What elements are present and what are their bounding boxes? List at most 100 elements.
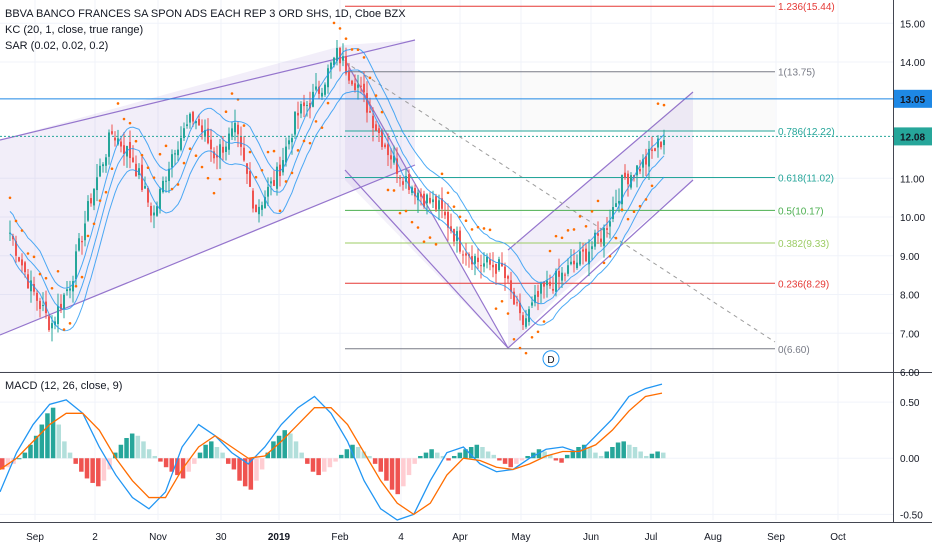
macd-histogram-bar — [197, 452, 203, 459]
sar-dot — [338, 27, 342, 30]
candle-body — [48, 316, 50, 331]
macd-histogram-bar — [401, 458, 406, 487]
candle-body — [192, 111, 194, 122]
candle-body — [273, 180, 275, 186]
dividend-marker-label: D — [547, 355, 554, 366]
macd-histogram-bar — [389, 458, 395, 490]
candle-body — [441, 198, 443, 209]
macd-histogram-bar — [288, 433, 293, 459]
sar-dot — [344, 37, 348, 40]
keltner-band — [9, 69, 665, 310]
macd-histogram-bar — [175, 458, 180, 476]
candle-body — [354, 83, 356, 91]
price-tick-label: 9.00 — [900, 252, 920, 263]
price-axis: 15.00 14.00 11.00 10.00 9.00 8.00 7.00 6.00 13.0… — [894, 19, 932, 379]
macd-histogram-bar — [440, 455, 446, 459]
sar-dot — [302, 139, 306, 143]
candle-body — [33, 284, 35, 292]
candle-body — [597, 233, 599, 236]
channel-fill-3 — [508, 92, 693, 348]
macd-histogram-bar — [542, 451, 547, 459]
candle-body — [498, 259, 500, 271]
candle-body — [249, 171, 251, 187]
parabolic-sar — [8, 21, 666, 355]
macd-histogram-bar — [209, 441, 214, 459]
candle-body — [351, 80, 353, 85]
candle-body — [630, 175, 632, 188]
macd-pane: 0.50 0.00 -0.50 — [0, 383, 923, 521]
sar-dot — [608, 254, 612, 258]
candle-body — [204, 130, 206, 136]
price-tick-label: 8.00 — [900, 291, 920, 302]
sar-dot — [536, 330, 540, 334]
candle-body — [339, 47, 341, 64]
macd-histogram-bar — [655, 451, 660, 459]
candle-body — [66, 289, 68, 292]
candle-body — [36, 292, 38, 301]
candle-body — [30, 280, 32, 292]
sar-dot — [626, 217, 630, 221]
macd-histogram-bar — [22, 452, 28, 459]
keltner-band — [9, 90, 665, 332]
price-tick-label: 10.00 — [900, 213, 925, 224]
candle-body — [15, 241, 17, 256]
sar-dot — [500, 299, 504, 303]
candle-body — [243, 147, 245, 161]
candle-body — [78, 238, 80, 251]
time-tick-label: Aug — [704, 532, 722, 543]
fib-zone — [345, 71, 775, 131]
candle-body — [201, 125, 203, 133]
candle-body — [252, 190, 254, 209]
macd-histogram-bar — [259, 458, 265, 470]
candle-body — [516, 302, 518, 304]
sar-dot — [266, 150, 270, 154]
macd-histogram-bar — [627, 444, 632, 459]
candle-body — [357, 84, 359, 88]
candle-body — [276, 166, 278, 189]
candle-body — [267, 186, 269, 197]
candle-body — [573, 260, 575, 265]
time-tick-label: Apr — [452, 532, 468, 543]
candle-body — [510, 280, 512, 292]
candle-body — [315, 86, 317, 90]
macd-histogram-bar — [587, 447, 593, 459]
candle-body — [390, 155, 392, 160]
candle-body — [231, 128, 233, 137]
sar-dot — [386, 188, 390, 192]
macd-histogram-bar — [33, 435, 39, 459]
candle-body — [582, 249, 584, 252]
macd-histogram-bar — [225, 458, 231, 464]
sar-dot — [164, 144, 168, 148]
candle-body — [660, 141, 662, 148]
sar-dot — [494, 307, 498, 310]
candle-body — [177, 149, 179, 156]
time-tick-label: Oct — [830, 532, 846, 543]
macd-histogram-bar — [519, 458, 525, 461]
sar-dot — [218, 177, 222, 181]
time-tick-label: 2 — [92, 532, 98, 543]
candle-body — [639, 168, 641, 172]
sar-dot — [362, 56, 366, 59]
sar-dot — [434, 243, 438, 246]
time-tick-label: Feb — [331, 532, 349, 543]
candle-body — [12, 235, 14, 240]
macd-histogram-bar — [67, 452, 73, 459]
candle-body — [492, 264, 494, 268]
macd-histogram-bar — [39, 424, 45, 459]
macd-histogram-bar — [429, 449, 434, 459]
sar-dot — [278, 209, 282, 213]
sar-dot — [548, 249, 552, 253]
candle-body — [570, 261, 572, 265]
sar-dot — [602, 261, 606, 265]
candle-body — [225, 146, 227, 152]
candle-body — [183, 128, 185, 138]
sar-dot — [482, 227, 486, 230]
candle-body — [297, 112, 299, 116]
macd-histogram-bar — [327, 458, 333, 468]
sar-dot — [122, 117, 126, 121]
candle-body — [504, 266, 506, 279]
macd-histogram-bar — [508, 458, 513, 468]
candle-body — [321, 92, 323, 97]
candle-body — [57, 306, 59, 325]
